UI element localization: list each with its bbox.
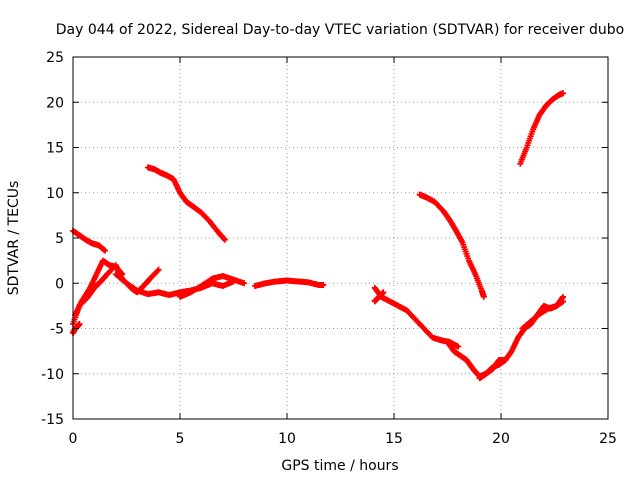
data-point bbox=[241, 280, 248, 287]
chart-title: Day 044 of 2022, Sidereal Day-to-day VTE… bbox=[56, 22, 624, 38]
data-point bbox=[76, 320, 83, 327]
x-tick-label: 5 bbox=[176, 431, 185, 447]
y-tick-label: 20 bbox=[46, 95, 64, 111]
data-point bbox=[380, 289, 387, 296]
x-tick-label: 10 bbox=[278, 431, 296, 447]
y-tick-label: 10 bbox=[46, 186, 64, 202]
y-tick-label: -5 bbox=[50, 322, 64, 338]
series-arc-12 bbox=[476, 298, 567, 382]
axis-ticks: 0 5 10 15 20 25 -15 -10 -5 0 5 10 15 20 25 bbox=[41, 50, 617, 447]
series-arc-10 bbox=[371, 289, 387, 305]
series-arc-9 bbox=[371, 284, 462, 350]
x-tick-label: 20 bbox=[492, 431, 510, 447]
y-tick-label: -10 bbox=[41, 367, 64, 383]
series-arc-6 bbox=[177, 273, 248, 300]
x-axis-label: GPS time / hours bbox=[281, 458, 398, 474]
x-tick-label: 25 bbox=[599, 431, 617, 447]
y-tick-label: 25 bbox=[46, 50, 64, 66]
data-point bbox=[480, 293, 487, 300]
series-arc-1 bbox=[70, 227, 109, 254]
data-series bbox=[70, 90, 567, 382]
data-point bbox=[154, 267, 161, 274]
data-point bbox=[221, 236, 228, 243]
y-tick-label: -15 bbox=[41, 412, 64, 428]
series-arc-14 bbox=[416, 191, 487, 300]
data-point bbox=[320, 282, 327, 289]
series-arc-5 bbox=[112, 271, 237, 299]
data-point bbox=[221, 235, 228, 242]
y-tick-label: 5 bbox=[55, 231, 64, 247]
data-point bbox=[559, 294, 566, 301]
series-arc-7 bbox=[251, 277, 327, 289]
data-point bbox=[455, 343, 462, 350]
series-arc-15 bbox=[517, 90, 567, 167]
data-point bbox=[560, 90, 567, 97]
series-arc-13 bbox=[519, 293, 567, 332]
y-tick-label: 0 bbox=[55, 276, 64, 292]
data-point bbox=[155, 266, 162, 273]
series-arc-8 bbox=[144, 164, 228, 243]
data-point bbox=[102, 247, 109, 254]
y-axis-label: SDTVAR / TECUs bbox=[6, 181, 22, 296]
x-tick-label: 15 bbox=[385, 431, 403, 447]
data-point bbox=[560, 293, 567, 300]
x-tick-label: 0 bbox=[69, 431, 78, 447]
y-tick-label: 15 bbox=[46, 141, 64, 157]
grid-lines bbox=[73, 57, 608, 419]
